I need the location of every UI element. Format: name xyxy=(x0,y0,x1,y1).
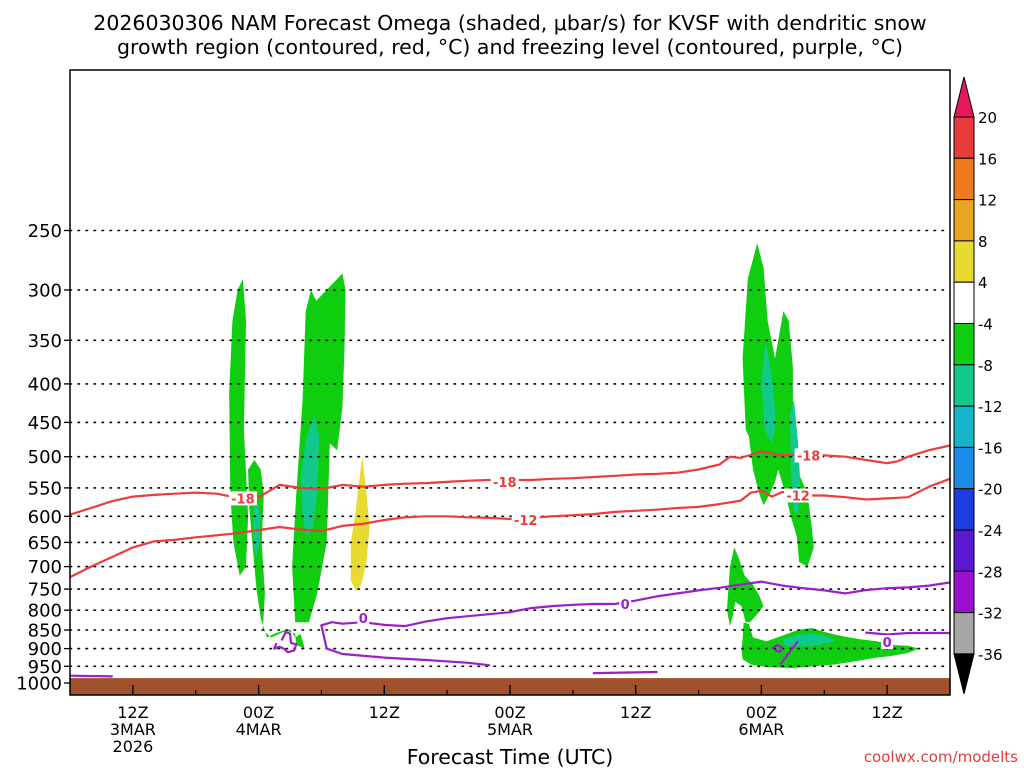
colorbar-label-10: -24 xyxy=(978,522,1003,540)
chart-title-line-2: growth region (contoured, red, °C) and f… xyxy=(117,35,903,59)
contour-label-7: 0 xyxy=(883,636,892,651)
colorbar-label-8: -16 xyxy=(978,439,1003,457)
omega-shade-region-7 xyxy=(761,340,777,444)
x-tick-label-3-0: 00Z xyxy=(494,703,525,722)
plot-frame xyxy=(69,69,951,696)
contour-label-2: -18 xyxy=(797,449,821,464)
colorbar-label-12: -32 xyxy=(978,605,1003,623)
colorbar-label-0: 20 xyxy=(978,109,997,127)
plot-area: -18 -18 -18 -12 -12 0 0 0 xyxy=(70,229,950,695)
colorbar-label-13: -36 xyxy=(978,646,1003,664)
x-tick-label-4-0: 12Z xyxy=(620,703,651,722)
x-tick-label-2-0: 12Z xyxy=(369,703,400,722)
omega-shade-region-4 xyxy=(300,415,320,538)
colorbar-segment-10 xyxy=(953,488,975,531)
y-tick-label-900: 900 xyxy=(28,639,62,660)
y-tick-label-550: 550 xyxy=(28,478,62,499)
contour-label-bg-2 xyxy=(794,448,823,463)
x-tick-label-1-0: 00Z xyxy=(243,703,274,722)
contour-label-4: -12 xyxy=(786,490,810,505)
contour-line-5 xyxy=(70,674,114,678)
colorbar-segment-3 xyxy=(953,199,975,242)
colorbar-segment-6 xyxy=(953,323,975,366)
contour-label-bg-1 xyxy=(490,474,519,489)
contour-line-6 xyxy=(592,670,658,675)
colorbar-label-11: -28 xyxy=(978,563,1003,581)
y-tick-label-400: 400 xyxy=(28,374,62,395)
dotted-gridlines xyxy=(70,229,950,668)
contour-label-3: -12 xyxy=(514,514,538,529)
x-tick-label-3-1: 5MAR xyxy=(487,720,533,739)
omega-shade-region-1 xyxy=(248,460,305,649)
y-tick-label-500: 500 xyxy=(28,447,62,468)
colorbar-label-9: -20 xyxy=(978,481,1003,499)
y-tick-label-1000: 1000 xyxy=(16,674,62,695)
colorbar-label-3: 8 xyxy=(978,233,988,251)
contour-label-bg-3 xyxy=(511,513,540,527)
y-tick-label-800: 800 xyxy=(28,601,62,622)
colorbar: 20 16 12 8 4 -4 -8 -12 -16 -20 -24 -28 -32 -36 xyxy=(953,76,1003,695)
contour-line-2 xyxy=(320,580,950,628)
colorbar-label-2: 12 xyxy=(978,192,997,210)
y-tick-label-450: 450 xyxy=(28,413,62,434)
contour-label-bg-6 xyxy=(619,597,632,611)
contour-label-0: -18 xyxy=(231,492,255,507)
contour-label-bg-5 xyxy=(357,611,370,626)
x-tick-label-0-2: 2026 xyxy=(113,737,154,756)
x-tick-label-0-1: 3MAR xyxy=(110,720,156,739)
contour-line-3 xyxy=(320,624,491,667)
colorbar-segment-5 xyxy=(953,281,975,325)
freezing-outline-2 xyxy=(779,640,799,666)
contour-labels: -18 -18 -18 -12 -12 0 0 0 xyxy=(228,448,894,651)
y-tick-label-700: 700 xyxy=(28,557,62,578)
colorbar-segment-8 xyxy=(953,405,975,448)
colorbar-segment-11 xyxy=(953,529,975,572)
x-tick-label-1-1: 4MAR xyxy=(236,720,282,739)
y-tick-label-750: 750 xyxy=(28,580,62,601)
chart-title-line-1: 2026030306 NAM Forecast Omega (shaded, μ… xyxy=(93,11,926,35)
contour-label-bg-0 xyxy=(228,491,257,506)
y-tick-label-850: 850 xyxy=(28,621,62,642)
freezing-outline-0 xyxy=(273,630,298,654)
colorbar-label-7: -12 xyxy=(978,398,1003,416)
watermark: coolwx.com/modelts xyxy=(864,748,1018,766)
colorbar-segment-13 xyxy=(953,612,975,655)
colorbar-segment-12 xyxy=(953,570,975,614)
x-tick-label-5-0: 00Z xyxy=(746,703,777,722)
colorbar-bottom-arrow xyxy=(953,653,975,695)
colorbar-segment-2 xyxy=(953,157,975,201)
colorbar-label-4: 4 xyxy=(978,274,988,292)
colorbar-label-5: -4 xyxy=(978,316,993,334)
colorbar-segment-9 xyxy=(953,446,975,490)
y-tick-label-950: 950 xyxy=(28,657,62,678)
freezing-outline-1 xyxy=(771,643,784,653)
contour-label-bg-7 xyxy=(881,635,894,649)
x-tick-label-0-0: 12Z xyxy=(117,703,148,722)
omega-shade-region-6 xyxy=(742,243,814,567)
x-tick-label-5-1: 6MAR xyxy=(738,720,784,739)
contour-label-6: 0 xyxy=(621,598,630,613)
colorbar-segment-4 xyxy=(953,240,975,283)
contour-label-1: -18 xyxy=(493,476,517,491)
contour-label-5: 0 xyxy=(359,612,368,627)
y-tick-label-600: 600 xyxy=(28,507,62,528)
x-axis-title: Forecast Time (UTC) xyxy=(407,745,614,768)
colorbar-top-arrow xyxy=(953,76,975,118)
contour-line-4 xyxy=(865,631,950,636)
y-tick-label-250: 250 xyxy=(28,221,62,242)
colorbar-segment-1 xyxy=(953,116,975,159)
y-tick-label-350: 350 xyxy=(28,331,62,352)
colorbar-segment-7 xyxy=(953,364,975,407)
y-tick-label-650: 650 xyxy=(28,533,62,554)
contour-label-bg-4 xyxy=(784,488,813,503)
x-tick-label-6-0: 12Z xyxy=(871,703,902,722)
colorbar-label-6: -8 xyxy=(978,357,993,375)
colorbar-label-1: 16 xyxy=(978,150,997,168)
y-tick-label-300: 300 xyxy=(28,281,62,302)
